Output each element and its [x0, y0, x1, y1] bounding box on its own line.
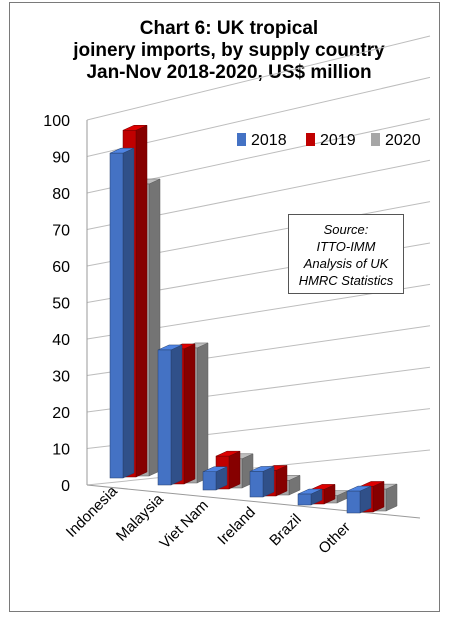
y-tick-label-40: 40 [52, 332, 70, 349]
x-tick-label-brazil: Brazil [266, 511, 305, 550]
legend-item-2018: 2018 [237, 133, 287, 149]
y-tick-label-90: 90 [52, 150, 70, 167]
bar-2020-Malaysia-side [196, 342, 209, 484]
bar-2019-Other-side [372, 481, 385, 513]
bar-2018-Indonesia-side [122, 147, 135, 479]
floor-front-edge [86, 484, 421, 519]
legend-swatch-2020 [371, 133, 380, 146]
chart-title: Chart 6: UK tropical joinery imports, by… [0, 18, 458, 84]
bar-2018-Indonesia [109, 152, 124, 479]
y-tick-label-30: 30 [52, 369, 70, 386]
source-line-4: HMRC Statistics [298, 273, 394, 288]
y-tick-label-0: 0 [61, 478, 70, 495]
bar-2018-Other [346, 490, 361, 514]
y-tick-label-50: 50 [52, 296, 70, 313]
bar-2018-Malaysia-side [170, 344, 183, 486]
chart-title-line-2: joinery imports, by supply country [73, 40, 385, 61]
bar-2019-Ireland-side [275, 465, 288, 497]
source-line-1: Source: [323, 222, 369, 237]
source-note: Source: ITTO-IMM Analysis of UK HMRC Sta… [288, 214, 404, 294]
y-tick-label-100: 100 [43, 113, 70, 130]
y-tick-label-60: 60 [52, 259, 70, 276]
legend-swatch-2018 [237, 133, 246, 146]
legend-item-2019: 2019 [306, 133, 356, 149]
y-tick-label-70: 70 [52, 223, 70, 240]
bar-2019-Malaysia-side [183, 343, 196, 485]
legend-swatch-2019 [306, 133, 315, 146]
x-tick-label-other: Other [315, 519, 354, 558]
legend-label-2020: 2020 [385, 132, 421, 149]
x-tick-label-viet-nam: Viet Nam [156, 497, 211, 552]
source-line-2: ITTO-IMM [316, 239, 376, 254]
chart-title-line-3: Jan-Nov 2018-2020, US$ million [86, 62, 372, 83]
bar-2018-Ireland [249, 471, 264, 498]
y-tick-label-80: 80 [52, 186, 70, 203]
bar-2018-Malaysia [157, 349, 172, 486]
legend-label-2018: 2018 [251, 132, 287, 149]
bar-2019-Viet Nam-side [228, 450, 241, 490]
legend-item-2020: 2020 [371, 133, 421, 149]
legend-label-2019: 2019 [320, 132, 356, 149]
bar-2018-Brazil [297, 493, 312, 506]
bar-2018-Viet Nam [202, 471, 217, 491]
chart-title-line-1: Chart 6: UK tropical [139, 18, 319, 39]
bar-2019-Indonesia-side [135, 124, 148, 478]
gridline-100 [86, 35, 431, 121]
y-tick-label-10: 10 [52, 442, 70, 459]
bar-2018-Ireland-side [262, 466, 275, 498]
x-tick-label-ireland: Ireland [214, 504, 258, 548]
y-tick-label-20: 20 [52, 405, 70, 422]
source-line-3: Analysis of UK [303, 256, 389, 271]
